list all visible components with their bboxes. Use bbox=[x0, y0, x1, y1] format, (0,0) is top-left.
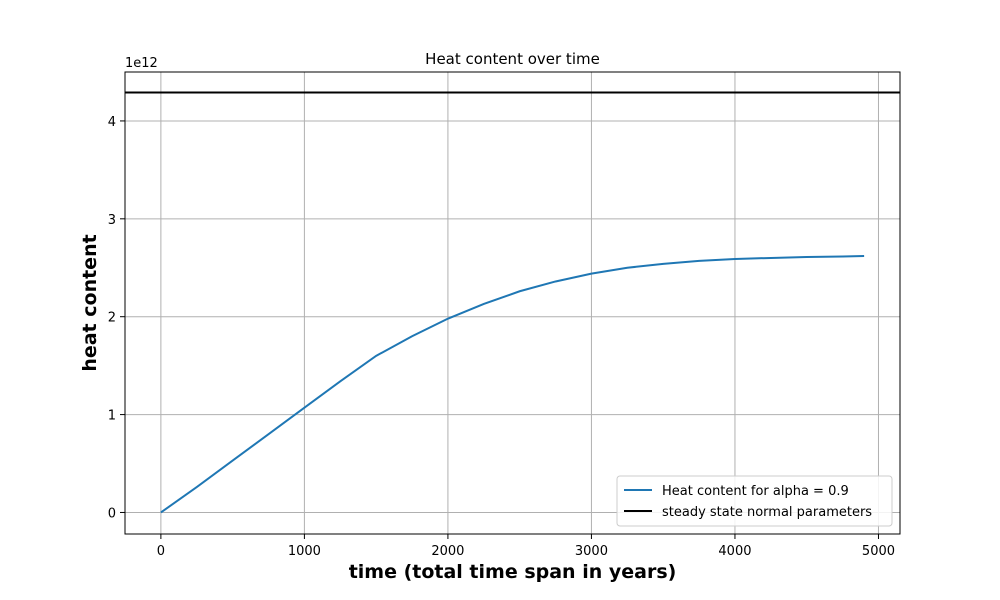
legend: Heat content for alpha = 0.9 steady state… bbox=[616, 475, 893, 527]
x-tick-label: 3000 bbox=[575, 544, 608, 559]
legend-entry-label: steady state normal parameters bbox=[662, 505, 872, 520]
legend-entry-label: Heat content for alpha = 0.9 bbox=[662, 484, 849, 499]
y-tick-label: 4 bbox=[108, 115, 116, 130]
y-axis-ticks: 0 1 2 3 4 bbox=[108, 115, 125, 521]
x-tick-label: 2000 bbox=[431, 544, 464, 559]
plot-series bbox=[125, 91, 900, 514]
chart-title: Heat content over time bbox=[425, 50, 600, 68]
heat-content-line bbox=[160, 255, 865, 514]
y-axis-offset-label: 1e12 bbox=[125, 56, 158, 71]
x-tick-label: 0 bbox=[157, 544, 165, 559]
y-axis-label: heat content bbox=[79, 234, 101, 371]
y-tick-label: 0 bbox=[108, 506, 116, 521]
x-tick-label: 4000 bbox=[718, 544, 751, 559]
y-tick-label: 3 bbox=[108, 213, 116, 228]
x-axis-ticks: 0 1000 2000 3000 4000 5000 bbox=[157, 534, 895, 559]
y-tick-label: 1 bbox=[108, 409, 116, 424]
y-tick-label: 2 bbox=[108, 311, 116, 326]
grid-lines bbox=[125, 72, 900, 534]
x-axis-label: time (total time span in years) bbox=[349, 561, 677, 583]
x-tick-label: 1000 bbox=[288, 544, 321, 559]
x-tick-label: 5000 bbox=[862, 544, 895, 559]
legend-box bbox=[616, 475, 893, 527]
axes-frame bbox=[124, 71, 901, 535]
